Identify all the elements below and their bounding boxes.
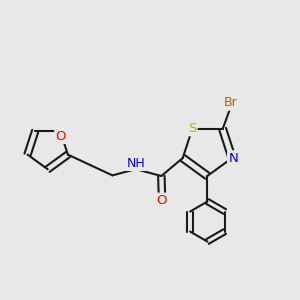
Text: O: O	[157, 194, 167, 207]
Text: O: O	[56, 130, 66, 143]
Text: S: S	[188, 122, 196, 135]
Text: Br: Br	[223, 97, 237, 110]
Text: N: N	[228, 152, 238, 164]
Text: NH: NH	[127, 157, 146, 170]
